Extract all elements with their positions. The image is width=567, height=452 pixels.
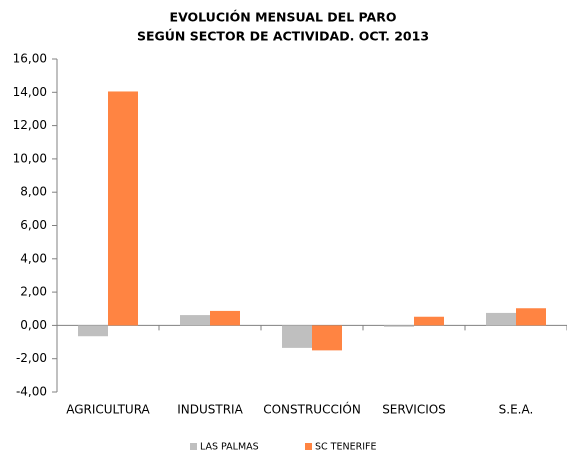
x-tick-label: INDUSTRIA <box>177 403 243 417</box>
bar <box>78 325 108 337</box>
y-tick-label: 8,00 <box>20 185 47 199</box>
x-tick-label: CONSTRUCCIÓN <box>263 402 361 417</box>
y-tick-label: 12,00 <box>13 118 47 132</box>
legend-swatch <box>305 443 312 450</box>
x-tick-label: AGRICULTURA <box>66 403 150 417</box>
y-tick-label: 16,00 <box>13 52 47 66</box>
y-tick-label: 10,00 <box>13 151 47 165</box>
bar <box>414 316 444 326</box>
bar <box>486 312 516 326</box>
legend-swatch <box>190 443 197 450</box>
bar <box>282 325 312 348</box>
bar <box>180 315 210 326</box>
bar <box>312 325 342 351</box>
y-tick-label: -2,00 <box>16 351 47 365</box>
x-tick-label: SERVICIOS <box>382 403 446 417</box>
bar <box>108 91 138 326</box>
bar <box>210 310 240 326</box>
y-tick-label: -4,00 <box>16 385 47 399</box>
chart-title: EVOLUCIÓN MENSUAL DEL PARO <box>170 10 397 25</box>
y-tick-label: 0,00 <box>20 318 47 332</box>
bar <box>384 325 414 327</box>
y-tick-label: 4,00 <box>20 251 47 265</box>
legend-label: LAS PALMAS <box>200 442 259 452</box>
y-tick-label: 6,00 <box>20 218 47 232</box>
x-tick-label: S.E.A. <box>499 403 534 417</box>
legend-label: SC TENERIFE <box>315 442 376 452</box>
chart-subtitle: SEGÚN SECTOR DE ACTIVIDAD. OCT. 2013 <box>137 29 429 44</box>
y-tick-label: 2,00 <box>20 285 47 299</box>
y-tick-label: 14,00 <box>13 85 47 99</box>
bar <box>516 308 546 326</box>
